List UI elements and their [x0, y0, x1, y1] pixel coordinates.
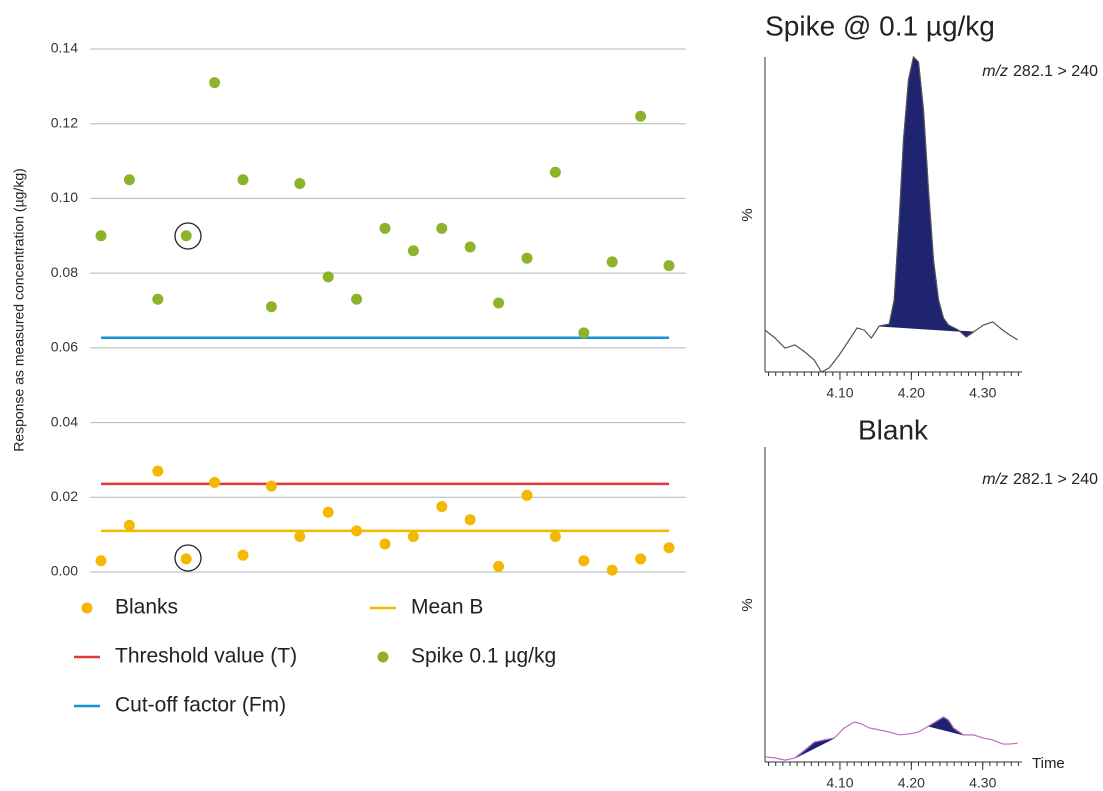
y-tick-label: 0.12 — [51, 114, 78, 130]
trace — [764, 716, 1018, 761]
x-tick-label: 4.20 — [898, 385, 925, 401]
legend-label: Cut-off factor (Fm) — [115, 694, 286, 717]
point — [180, 553, 192, 565]
point — [464, 514, 476, 526]
annotation-italic: m/z — [982, 63, 1008, 80]
legend-label: Blanks — [115, 596, 178, 619]
point — [152, 465, 164, 477]
point — [521, 489, 533, 501]
point — [95, 555, 107, 567]
legend-label: Spike 0.1 µg/kg — [411, 645, 556, 668]
peak-fill — [879, 55, 975, 338]
point — [606, 256, 618, 268]
annotation-text: 282.1 > 240 — [1013, 63, 1098, 80]
annotation-italic: m/z — [982, 471, 1008, 488]
point — [152, 293, 164, 305]
x-tick-label: 4.30 — [969, 775, 996, 791]
point — [209, 77, 221, 89]
annotation-text: 282.1 > 240 — [1013, 471, 1098, 488]
y-tick-label: 0.06 — [51, 339, 78, 355]
point — [436, 222, 448, 234]
point — [123, 174, 135, 186]
point — [237, 174, 249, 186]
point — [635, 110, 647, 122]
y-tick-label: 0.00 — [51, 563, 78, 579]
point — [578, 327, 590, 339]
point — [294, 177, 306, 189]
legend-label: Threshold value (T) — [115, 645, 297, 668]
point — [351, 293, 363, 305]
annotation: m/z 282.1 > 240 — [982, 471, 1098, 488]
y-axis-label: % — [739, 598, 756, 611]
peak-fill — [927, 716, 964, 736]
x-tick-label: 4.30 — [969, 385, 996, 401]
point — [379, 538, 391, 550]
y-tick-label: 0.04 — [51, 413, 78, 429]
point — [322, 271, 334, 283]
peak-fill — [794, 737, 835, 759]
highlight-circle — [174, 544, 202, 572]
point — [265, 480, 277, 492]
point — [237, 549, 249, 561]
point — [521, 252, 533, 264]
x-axis-label: Time — [1032, 755, 1065, 772]
point — [549, 166, 561, 178]
x-tick-label: 4.10 — [826, 385, 853, 401]
point — [265, 301, 277, 313]
point — [95, 230, 107, 242]
x-tick-label: 4.10 — [826, 775, 853, 791]
annotation: m/z 282.1 > 240 — [982, 63, 1098, 80]
point — [407, 245, 419, 257]
chart-title: Spike @ 0.1 µg/kg — [765, 10, 995, 41]
trace — [764, 55, 1019, 373]
legend-label: Mean B — [411, 596, 483, 619]
point — [351, 525, 363, 537]
point — [578, 555, 590, 567]
point — [322, 506, 334, 518]
point — [464, 241, 476, 253]
y-tick-label: 0.08 — [51, 264, 78, 280]
y-tick-label: 0.14 — [51, 40, 78, 56]
point — [663, 260, 675, 272]
point — [549, 531, 561, 543]
point — [663, 542, 675, 554]
point — [379, 222, 391, 234]
y-axis-label: % — [739, 208, 756, 221]
y-tick-label: 0.02 — [51, 488, 78, 504]
point — [635, 553, 647, 565]
legend-marker — [81, 602, 93, 614]
point — [209, 476, 221, 488]
highlight-circle — [174, 222, 202, 250]
y-tick-label: 0.10 — [51, 189, 78, 205]
chart-title: Blank — [858, 414, 929, 445]
y-axis-label: Response as measured concentration (µg/k… — [11, 168, 27, 452]
point — [606, 564, 618, 576]
point — [436, 501, 448, 513]
point — [493, 560, 505, 572]
point — [493, 297, 505, 309]
point — [407, 531, 419, 543]
legend-marker — [377, 651, 389, 663]
x-tick-label: 4.20 — [898, 775, 925, 791]
point — [123, 519, 135, 531]
point — [180, 230, 192, 242]
point — [294, 531, 306, 543]
